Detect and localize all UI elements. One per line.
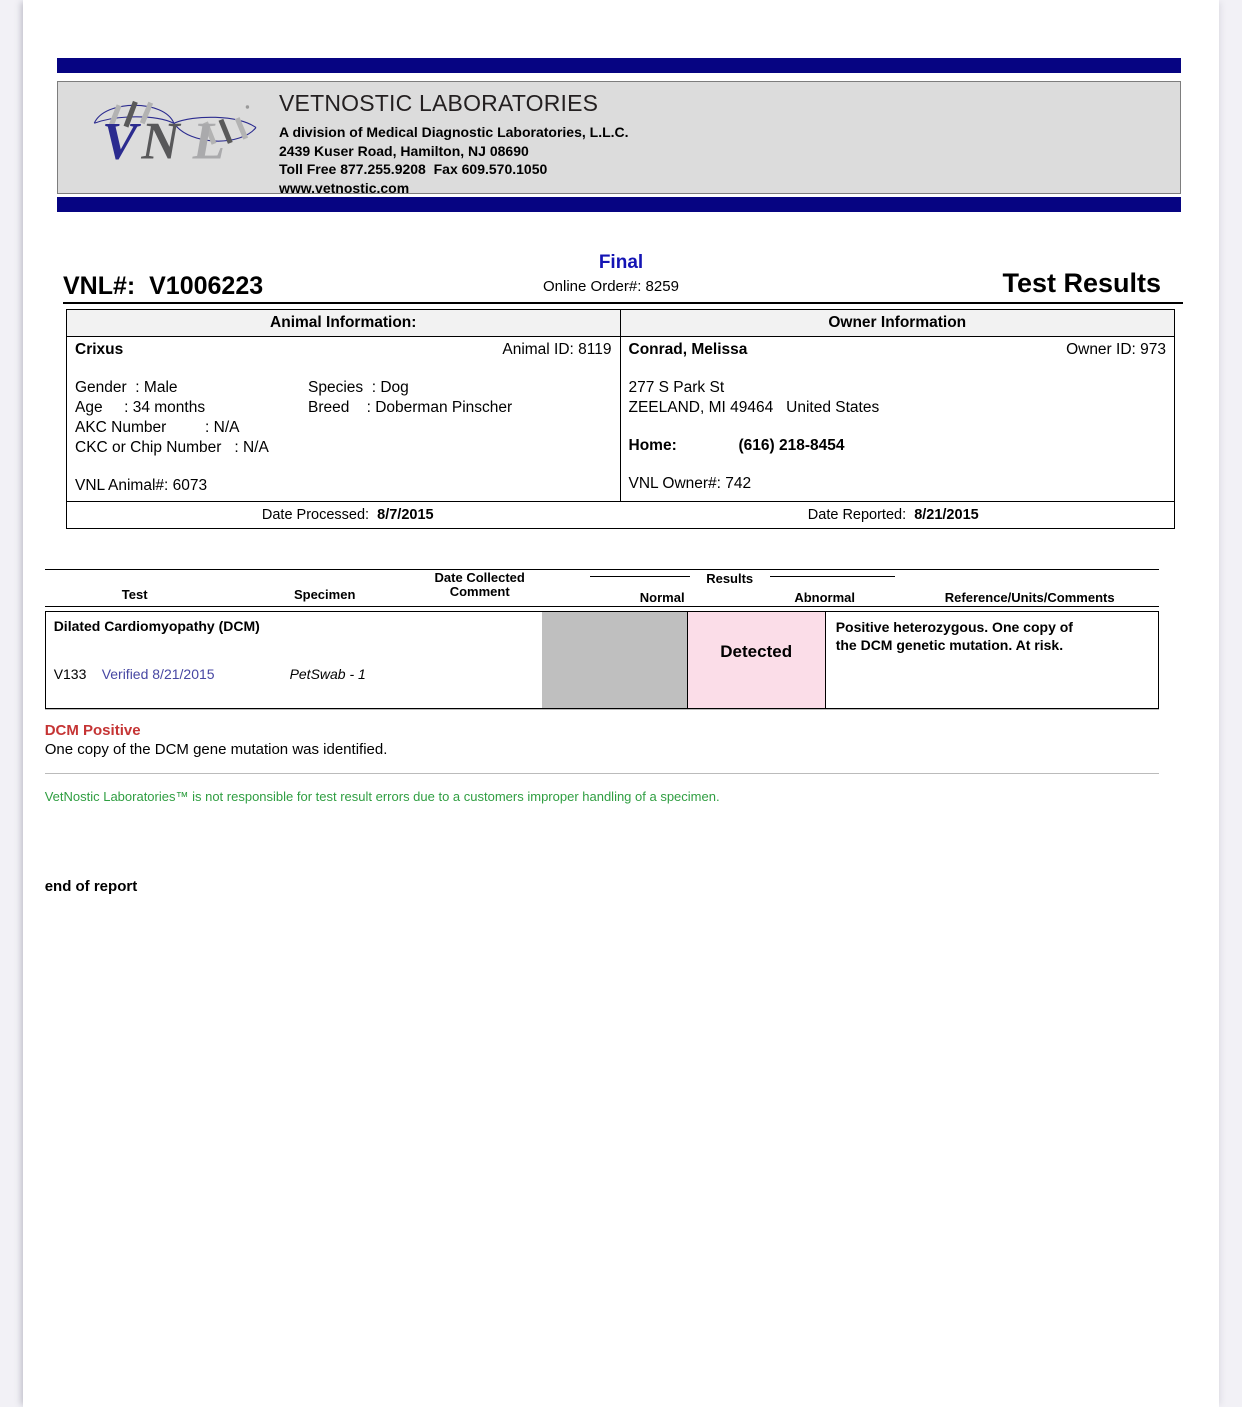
svg-text:V: V [102,112,141,170]
svg-text:L: L [192,112,225,170]
svg-text:N: N [140,112,181,170]
